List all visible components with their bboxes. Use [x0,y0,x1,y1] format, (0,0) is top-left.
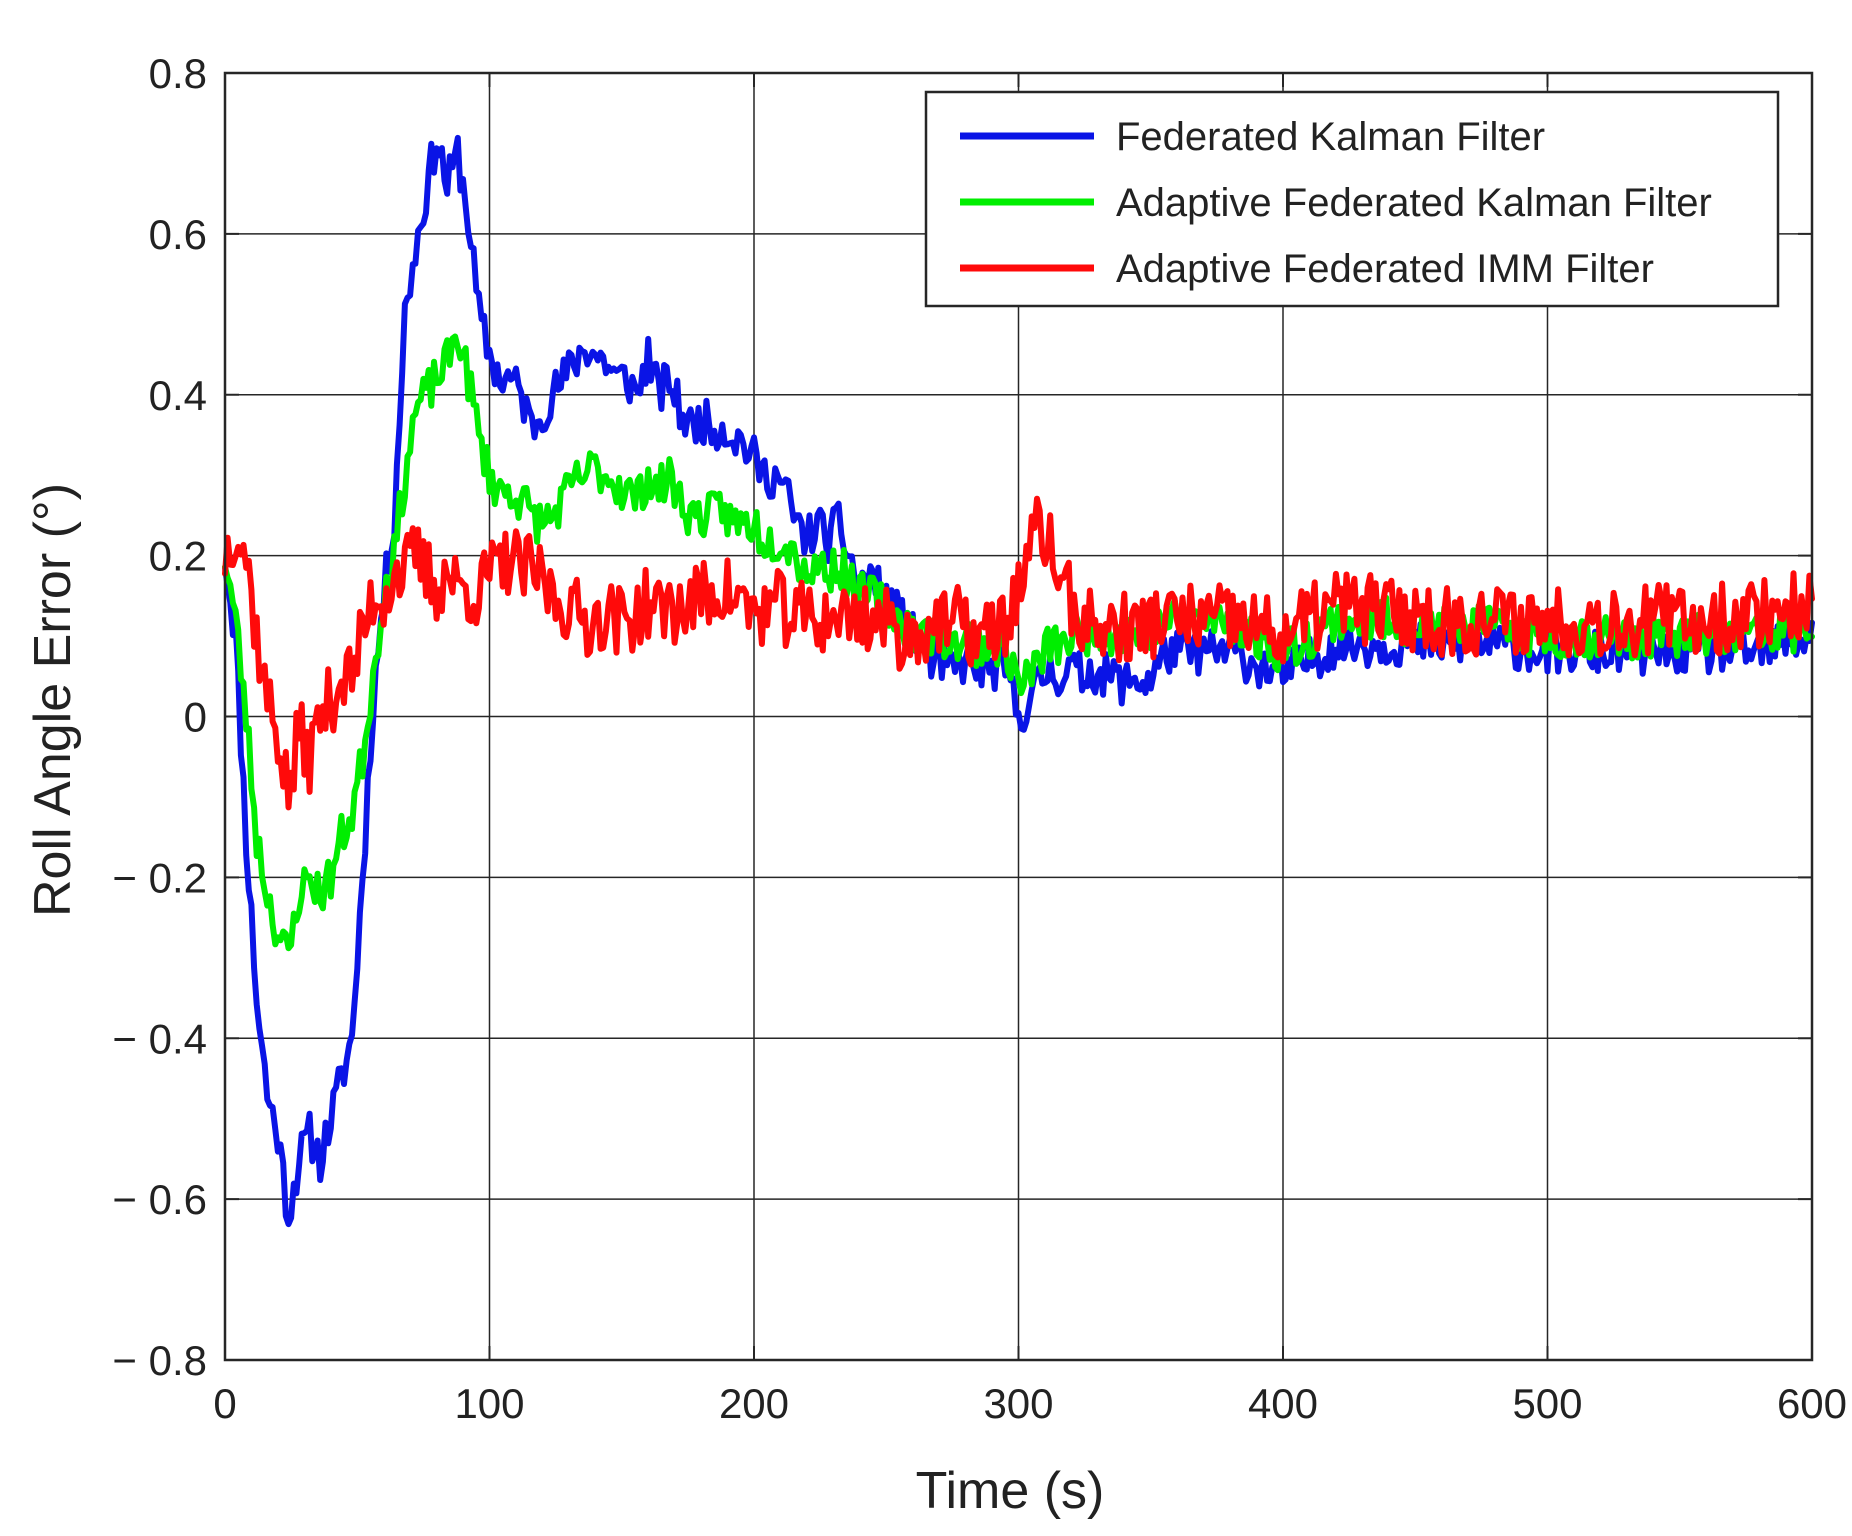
x-tick-label: 100 [454,1380,524,1427]
x-tick-label: 400 [1248,1380,1318,1427]
x-axis-title: Time (s) [916,1462,1105,1520]
y-axis-ticks: − 0.8 − 0.6 − 0.4 − 0.2 0 0.2 0.4 0.6 0.8 [112,50,1812,1384]
y-tick-label: − 0.8 [112,1337,207,1384]
y-tick-label: 0.2 [149,533,207,580]
y-axis-title: Roll Angle Error (°) [24,483,82,917]
plot-frame [223,71,1814,1362]
series-line-adaptive-federated-imm-filter [222,495,1815,811]
legend-label: Adaptive Federated Kalman Filter [1116,181,1712,225]
y-tick-label: 0 [184,694,207,741]
y-tick-label: 0.8 [149,50,207,97]
legend-label: Adaptive Federated IMM Filter [1116,247,1654,291]
series-line-federated-kalman-filter [222,134,1815,1228]
x-axis-ticks: 0 100 200 300 400 500 600 [213,73,1847,1427]
y-tick-label: − 0.4 [112,1015,207,1062]
legend: Federated Kalman Filter Adaptive Federate… [924,90,1780,308]
y-tick-label: − 0.6 [112,1176,207,1223]
series-lines [222,134,1815,1228]
x-tick-label: 600 [1777,1380,1847,1427]
x-tick-label: 300 [983,1380,1053,1427]
legend-label: Federated Kalman Filter [1116,115,1545,159]
x-tick-label: 500 [1512,1380,1582,1427]
x-tick-label: 200 [719,1380,789,1427]
y-tick-label: 0.4 [149,372,207,419]
y-tick-label: 0.6 [149,211,207,258]
x-tick-label: 0 [213,1380,236,1427]
y-tick-label: − 0.2 [112,854,207,901]
